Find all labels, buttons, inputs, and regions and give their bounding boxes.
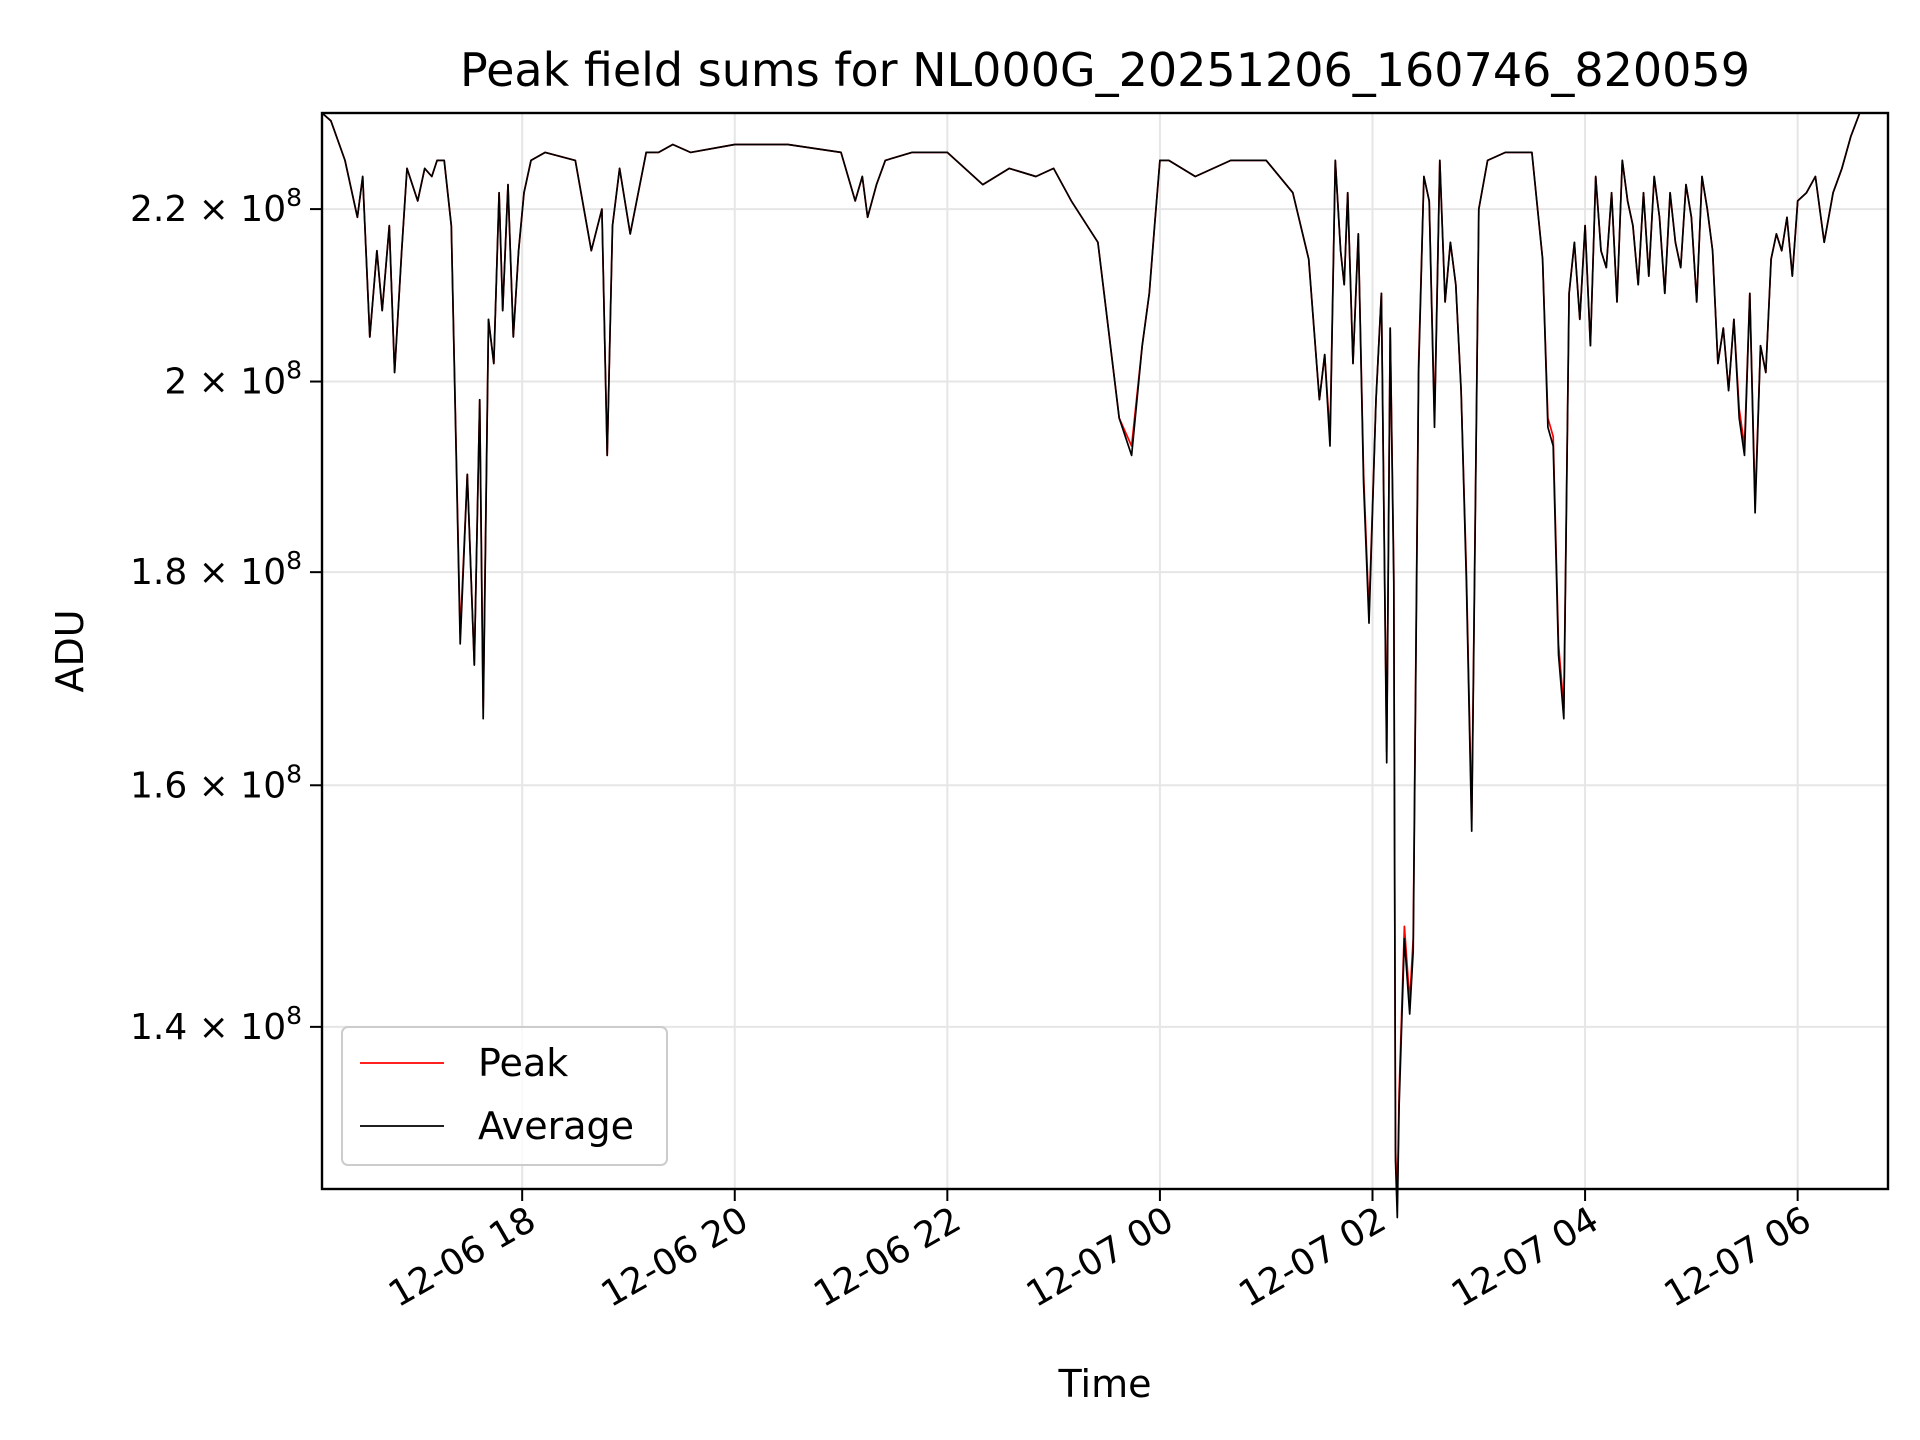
y-tick-label: 2.2 × 108	[130, 183, 302, 230]
chart-title: Peak field sums for NL000G_20251206_1607…	[460, 43, 1750, 97]
x-axis-label: Time	[1058, 1362, 1152, 1406]
y-tick-mantissa: 1.8	[130, 552, 187, 593]
y-tick-exponent: 8	[286, 183, 302, 212]
y-tick-label: 2 × 108	[164, 356, 302, 403]
legend-label: Peak	[478, 1041, 568, 1085]
series-line-average	[321, 112, 1878, 1219]
y-tick-label: 1.4 × 108	[130, 1001, 302, 1048]
y-tick-label: 1.6 × 108	[130, 759, 302, 806]
plot-frame	[320, 111, 1890, 1191]
y-tick-exponent: 8	[286, 356, 302, 385]
y-axis: 1.4 × 108 1.6 × 108 1.8 × 108 2 × 108 2.2 × …	[130, 183, 322, 1048]
y-tick-mantissa: 1.4	[130, 1007, 187, 1048]
y-tick-exponent: 8	[286, 759, 302, 788]
y-tick-label: 1.8 × 108	[130, 546, 302, 593]
y-tick-mantissa: 2.2	[130, 189, 187, 230]
y-tick-mantissa: 1.6	[130, 765, 187, 806]
y-tick-exponent: 8	[286, 1001, 302, 1030]
legend: Peak Average	[341, 1026, 668, 1166]
legend-box	[341, 1026, 668, 1166]
y-tick-exponent: 8	[286, 546, 302, 575]
series-lines	[321, 112, 1878, 1219]
y-tick-mantissa: 2	[164, 362, 187, 403]
y-axis-label: ADU	[48, 609, 92, 692]
legend-label: Average	[478, 1104, 634, 1148]
